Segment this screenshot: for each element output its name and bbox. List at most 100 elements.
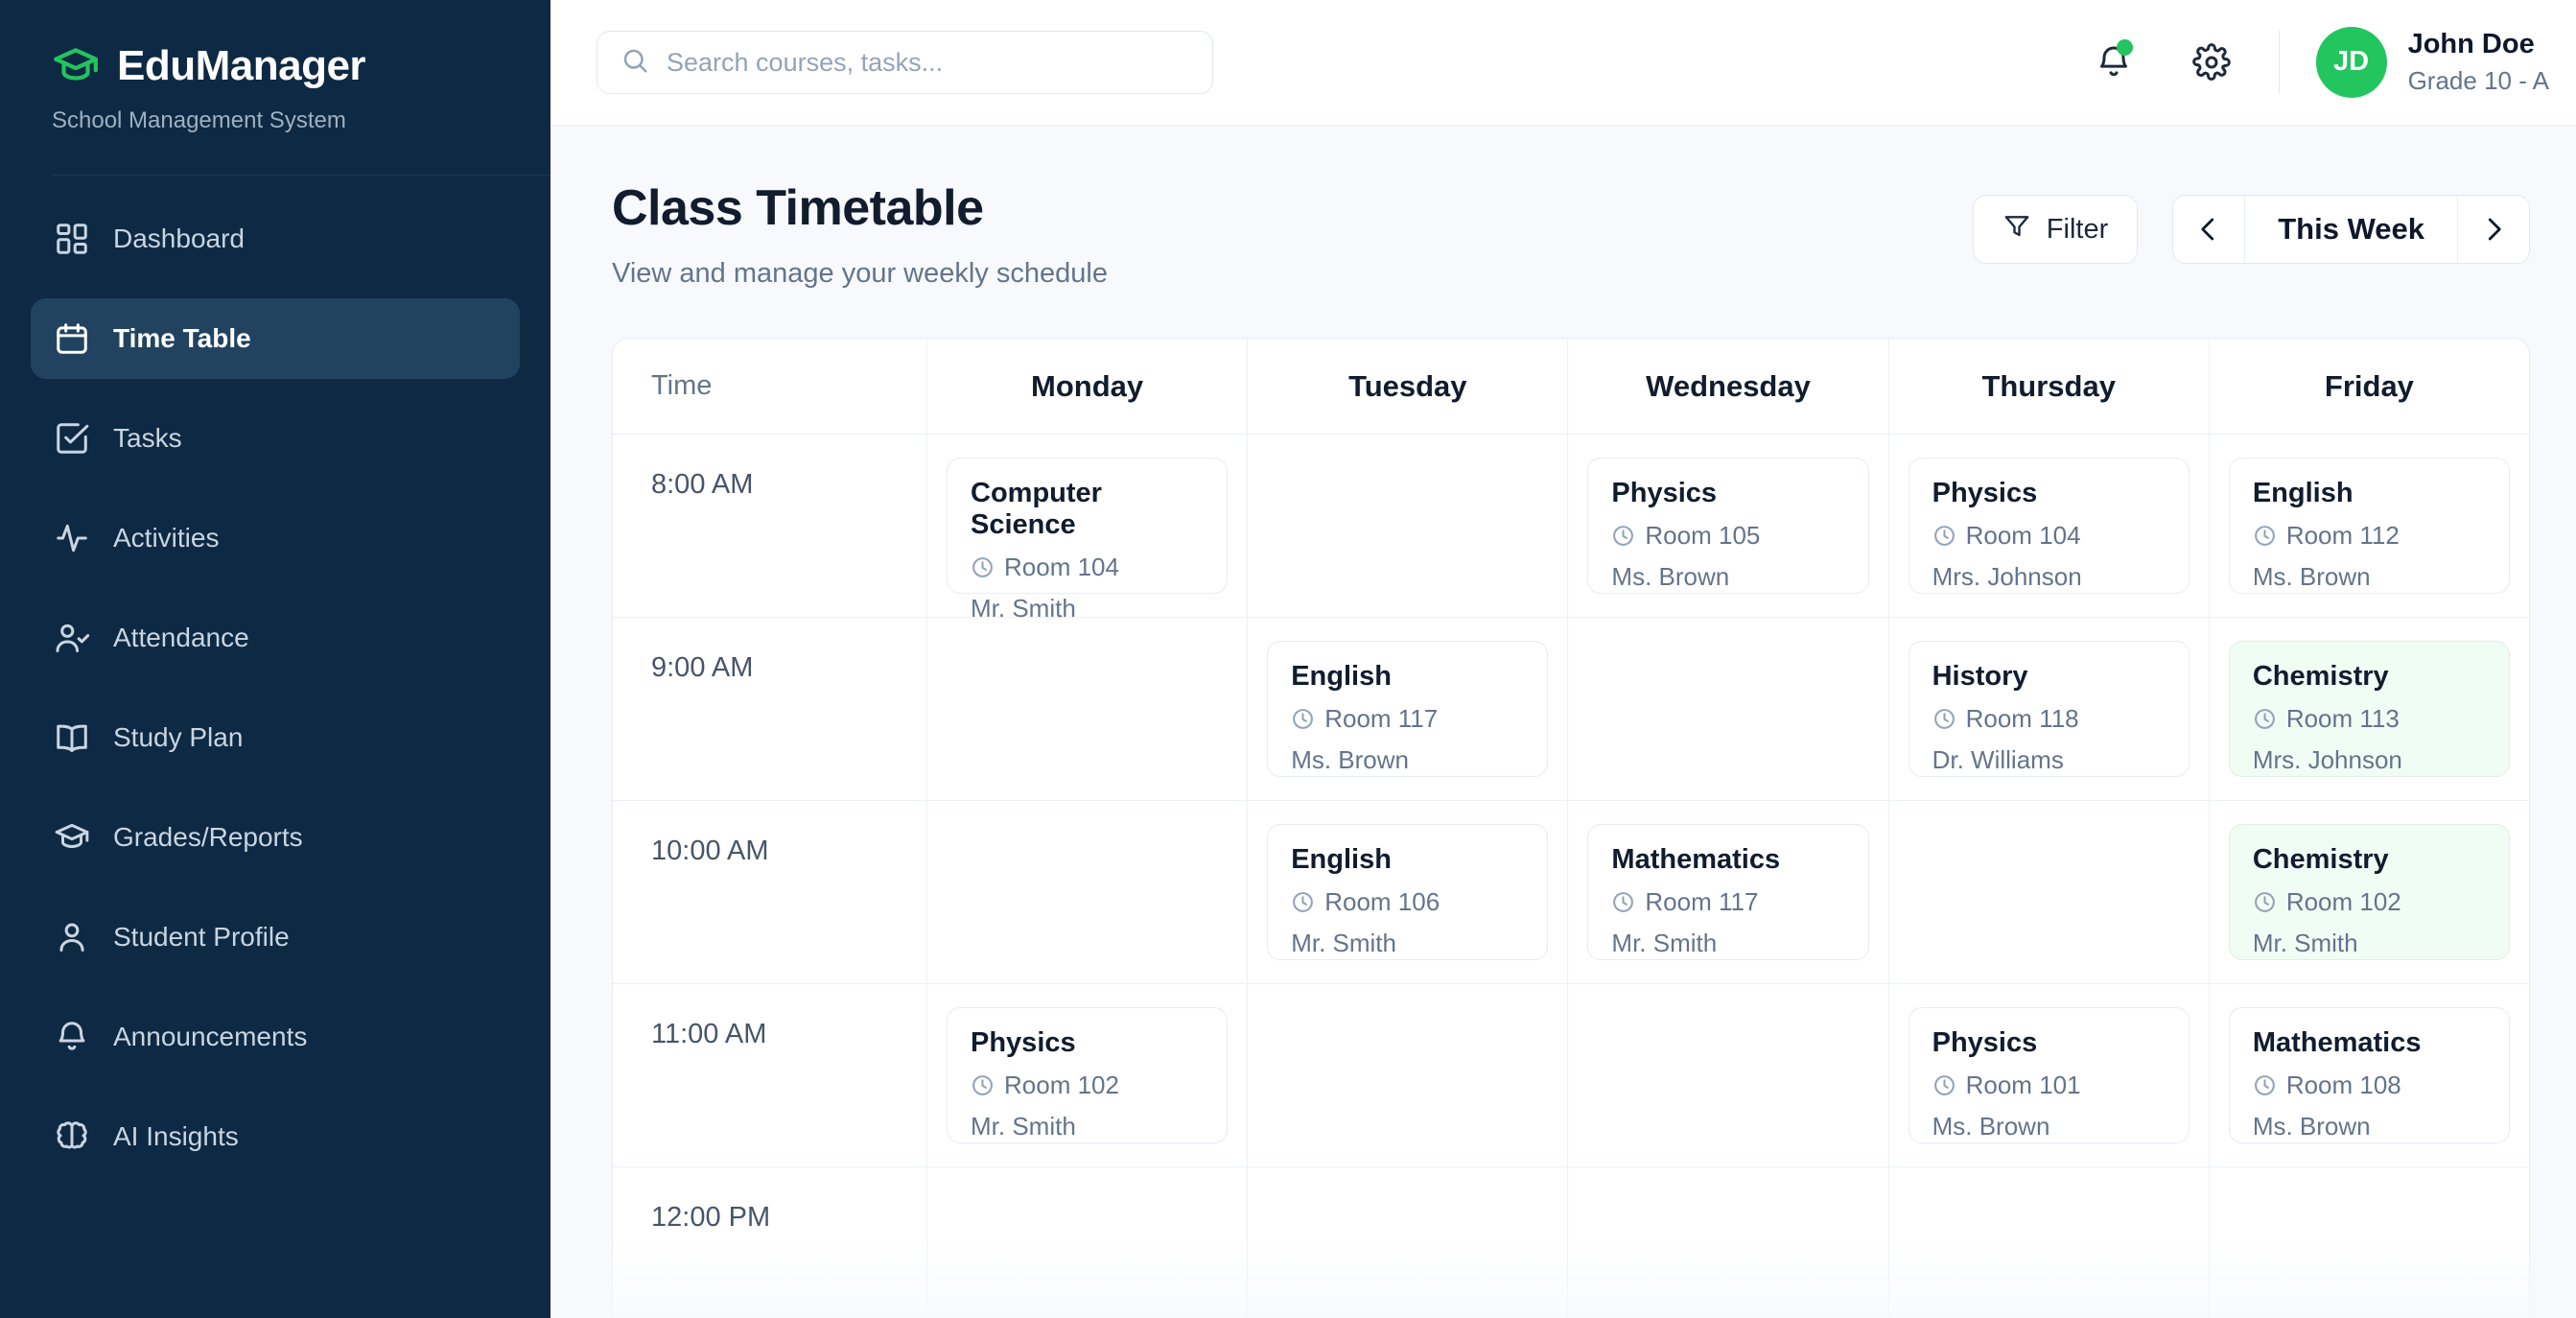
clock-icon [2253,1073,2277,1097]
sidebar-item-tasks[interactable]: Tasks [31,398,520,479]
page-title: Class Timetable [612,180,984,236]
time-label: 10:00 AM [651,836,769,866]
notification-dot [2116,38,2133,56]
timetable-cell: Physics Room 105 Ms. Brown [1568,435,1889,617]
class-card[interactable]: English Room 112 Ms. Brown [2228,458,2511,594]
class-teacher: Ms. Brown [2252,1112,2371,1141]
sidebar-item-label: Attendance [113,623,249,652]
column-header-wednesday: Wednesday [1568,339,1889,435]
search-box[interactable] [597,31,1213,94]
class-subject: English [1291,844,1392,875]
sidebar-item-label: Time Table [113,323,251,353]
timetable-cell [1568,984,1889,1166]
class-subject: Mathematics [1611,844,1781,875]
class-teacher: Mr. Smith [2252,929,2358,957]
column-header-friday: Friday [2209,339,2529,435]
timetable-cell: History Room 118 Dr. Williams [1889,618,2210,800]
brand-subtitle: School Management System [52,107,346,133]
class-teacher: Mrs. Johnson [2252,745,2402,774]
prev-week-button[interactable] [2173,196,2244,263]
clock-icon [2253,707,2277,731]
class-teacher: Mr. Smith [971,594,1076,623]
timetable-cell [927,618,1249,800]
timetable-cell [1568,1167,1889,1318]
next-week-button[interactable] [2458,196,2529,263]
clock-icon [1611,524,1635,548]
filter-button-label: Filter [2046,213,2109,245]
bell-icon [54,1019,90,1055]
user-menu[interactable]: JD John Doe Grade 10 - A [2315,26,2549,98]
search-input[interactable] [667,47,1189,78]
timetable-cell: Chemistry Room 113 Mrs. Johnson [2210,618,2529,800]
class-room: Room 108 [2253,1071,2486,1100]
class-subject: History [1932,661,2028,692]
class-subject: Chemistry [2252,661,2389,692]
class-card[interactable]: Chemistry Room 102 Mr. Smith [2228,824,2511,960]
sidebar-item-ai-insights[interactable]: AI Insights [31,1096,520,1177]
sidebar-nav: Dashboard Time Table Tasks Activities [0,176,550,1196]
sidebar-item-announcements[interactable]: Announcements [31,997,520,1077]
timetable-cell [1248,984,1569,1166]
timetable-cell [927,801,1249,983]
class-card[interactable]: Mathematics Room 117 Mr. Smith [1587,824,1869,960]
class-subject: Physics [1611,478,1718,508]
column-header-monday: Monday [927,339,1249,435]
timetable-cell: Physics Room 102 Mr. Smith [927,984,1249,1166]
sidebar-item-label: Student Profile [113,922,290,952]
activity-icon [54,520,90,556]
topbar-divider [2278,30,2280,94]
sidebar-item-attendance[interactable]: Attendance [31,598,520,678]
class-card[interactable]: Computer Science Room 104 Mr. Smith [947,458,1229,623]
time-label: 9:00 AM [651,652,754,683]
class-card[interactable]: History Room 118 Dr. Williams [1908,641,2190,777]
timetable-scroll-area: Time Monday Tuesday Wednesday [612,338,2530,1318]
time-cell: 8:00 AM [613,435,927,617]
sidebar-item-label: Tasks [113,423,182,453]
class-card[interactable]: Physics Room 104 Mrs. Johnson [1908,458,2190,594]
notifications-button[interactable] [2083,32,2144,93]
class-room: Room 104 [971,553,1204,582]
calendar-icon [54,320,90,357]
sidebar-item-activities[interactable]: Activities [31,498,520,578]
class-teacher: Mr. Smith [971,1112,1076,1141]
timetable-cell: Physics Room 101 Ms. Brown [1889,984,2210,1166]
column-header-tuesday: Tuesday [1248,339,1569,435]
class-room: Room 102 [2253,887,2486,917]
main-area: JD John Doe Grade 10 - A Class Timetable… [550,0,2576,1318]
class-card[interactable]: English Room 106 Mr. Smith [1267,824,1549,960]
class-room: Room 105 [1611,521,1844,551]
settings-button[interactable] [2181,32,2242,93]
sidebar: EduManager School Management System Dash… [0,0,550,1318]
class-card[interactable]: Physics Room 101 Ms. Brown [1908,1007,2190,1143]
class-subject: Chemistry [2252,844,2389,875]
sidebar-item-dashboard[interactable]: Dashboard [31,199,520,279]
week-label: This Week [2244,196,2458,263]
class-card[interactable]: Physics Room 102 Mr. Smith [947,1007,1229,1143]
class-card[interactable]: Chemistry Room 113 Mrs. Johnson [2228,641,2511,777]
class-card[interactable]: English Room 117 Ms. Brown [1267,641,1549,777]
sidebar-item-label: Dashboard [113,224,245,253]
graduation-cap-icon [52,42,100,90]
sidebar-item-time-table[interactable]: Time Table [31,298,520,379]
sidebar-item-grades-reports[interactable]: Grades/Reports [31,797,520,878]
timetable-cell [1568,618,1889,800]
avatar: JD [2315,26,2387,98]
clock-icon [1611,890,1635,914]
class-room: Room 112 [2253,521,2486,551]
filter-button[interactable]: Filter [1972,195,2139,264]
clock-icon [1932,1073,1956,1097]
class-card[interactable]: Mathematics Room 108 Ms. Brown [2228,1007,2511,1143]
brain-icon [54,1118,90,1155]
class-teacher: Mr. Smith [1611,929,1718,957]
class-card[interactable]: Physics Room 105 Ms. Brown [1587,458,1869,594]
class-teacher: Ms. Brown [1291,745,1410,774]
class-subject: English [2252,478,2354,508]
time-cell: 11:00 AM [613,984,927,1166]
clock-icon [971,1073,995,1097]
sidebar-item-student-profile[interactable]: Student Profile [31,897,520,977]
sidebar-item-study-plan[interactable]: Study Plan [31,697,520,778]
timetable-row: 10:00 AM English Room 106 Mr. Smith Mathemat… [613,800,2529,983]
sidebar-divider [52,175,550,176]
page-header: Class Timetable View and manage your wee… [612,179,2530,290]
